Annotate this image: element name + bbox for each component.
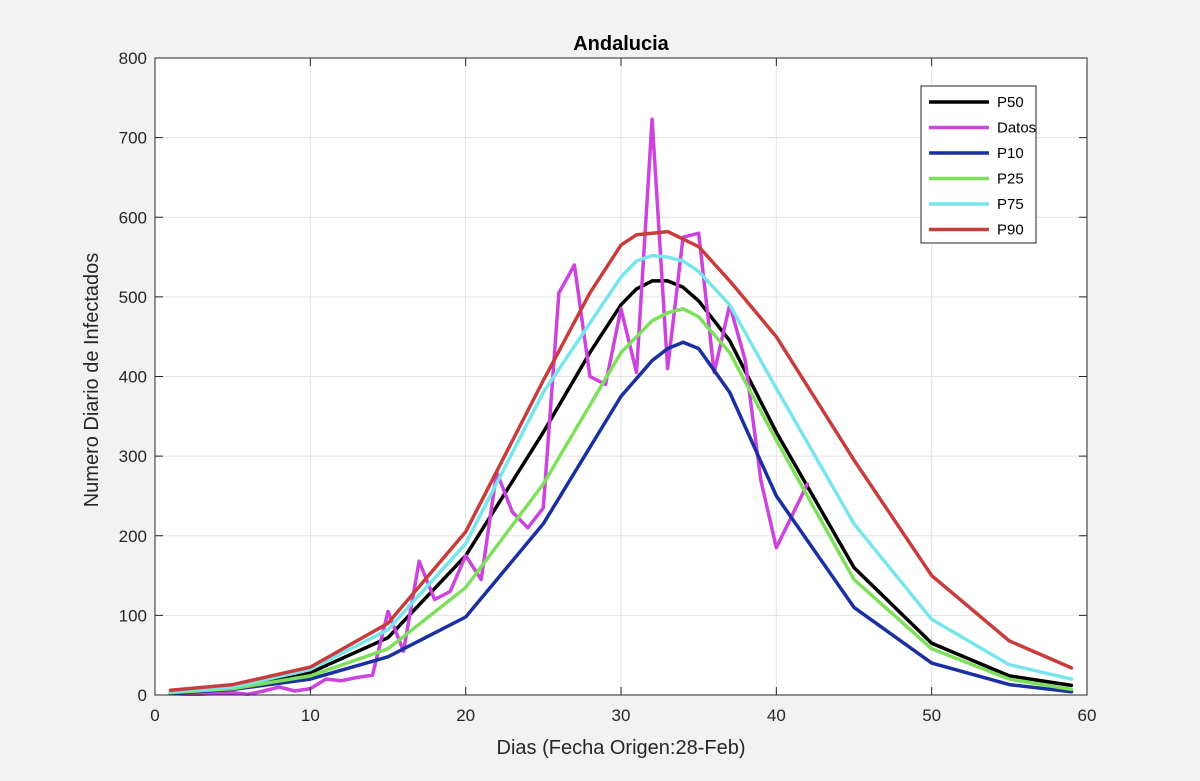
legend-label-p90: P90 bbox=[997, 222, 1024, 239]
legend-box bbox=[920, 85, 1037, 244]
y-tick-label: 300 bbox=[119, 447, 147, 466]
x-tick-label: 50 bbox=[922, 706, 941, 725]
legend-label-p50: P50 bbox=[997, 94, 1024, 111]
x-tick-label: 20 bbox=[456, 706, 475, 725]
y-tick-label: 0 bbox=[138, 686, 147, 705]
series-line-p10 bbox=[168, 340, 1074, 696]
x-tick-label: 30 bbox=[612, 706, 631, 725]
y-axis-label: Numero Diario de Infectados bbox=[81, 253, 103, 508]
chart-title: Andalucia bbox=[573, 33, 669, 55]
series-layer bbox=[168, 117, 1074, 696]
series-line-p75 bbox=[168, 253, 1074, 694]
series-line-p50 bbox=[168, 279, 1074, 695]
y-tick-label: 800 bbox=[119, 49, 147, 68]
series-line-datos bbox=[168, 117, 810, 696]
x-axis-label: Dias (Fecha Origen:28-Feb) bbox=[497, 737, 746, 759]
y-tick-label: 600 bbox=[119, 208, 147, 227]
legend-label-datos: Datos bbox=[997, 120, 1036, 137]
x-tick-label: 10 bbox=[301, 706, 320, 725]
x-tick-label: 40 bbox=[767, 706, 786, 725]
y-tick-label: 700 bbox=[119, 129, 147, 148]
y-tick-label: 500 bbox=[119, 288, 147, 307]
legend: P50 Datos P10 P25 P75 P90 bbox=[920, 85, 1037, 244]
legend-label-p25: P25 bbox=[997, 171, 1024, 188]
x-tick-label: 60 bbox=[1078, 706, 1097, 725]
y-tick-label: 400 bbox=[119, 368, 147, 387]
legend-label-p10: P10 bbox=[997, 145, 1024, 162]
legend-label-p75: P75 bbox=[997, 196, 1024, 213]
x-tick-label: 0 bbox=[150, 706, 159, 725]
y-tick-label: 200 bbox=[119, 527, 147, 546]
series-line-p25 bbox=[168, 307, 1074, 695]
y-tick-label: 100 bbox=[119, 606, 147, 625]
series-line-p90 bbox=[168, 229, 1074, 692]
